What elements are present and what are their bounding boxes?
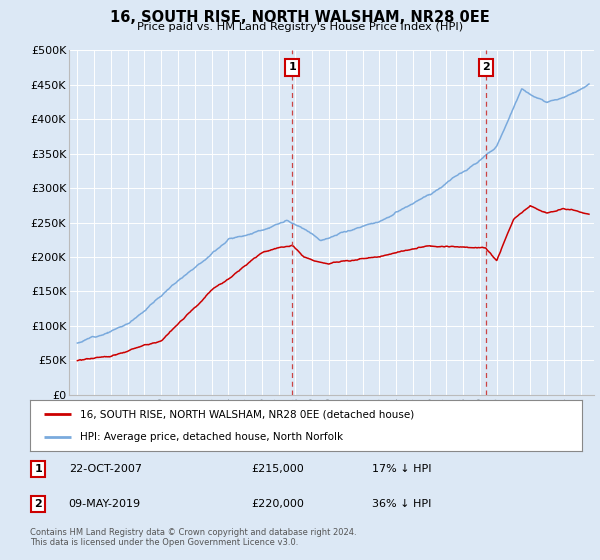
Text: 09-MAY-2019: 09-MAY-2019 xyxy=(68,499,141,509)
Text: £215,000: £215,000 xyxy=(251,464,304,474)
Text: HPI: Average price, detached house, North Norfolk: HPI: Average price, detached house, Nort… xyxy=(80,432,343,442)
Text: 16, SOUTH RISE, NORTH WALSHAM, NR28 0EE (detached house): 16, SOUTH RISE, NORTH WALSHAM, NR28 0EE … xyxy=(80,409,414,419)
Text: £220,000: £220,000 xyxy=(251,499,304,509)
Text: 2: 2 xyxy=(482,63,490,72)
Text: 16, SOUTH RISE, NORTH WALSHAM, NR28 0EE: 16, SOUTH RISE, NORTH WALSHAM, NR28 0EE xyxy=(110,10,490,25)
Text: 1: 1 xyxy=(289,63,296,72)
Text: 1: 1 xyxy=(34,464,42,474)
Text: 36% ↓ HPI: 36% ↓ HPI xyxy=(372,499,431,509)
Text: 22-OCT-2007: 22-OCT-2007 xyxy=(68,464,142,474)
Text: 2: 2 xyxy=(34,499,42,509)
Text: Contains HM Land Registry data © Crown copyright and database right 2024.
This d: Contains HM Land Registry data © Crown c… xyxy=(30,528,356,547)
Text: Price paid vs. HM Land Registry's House Price Index (HPI): Price paid vs. HM Land Registry's House … xyxy=(137,22,463,32)
Text: 17% ↓ HPI: 17% ↓ HPI xyxy=(372,464,432,474)
